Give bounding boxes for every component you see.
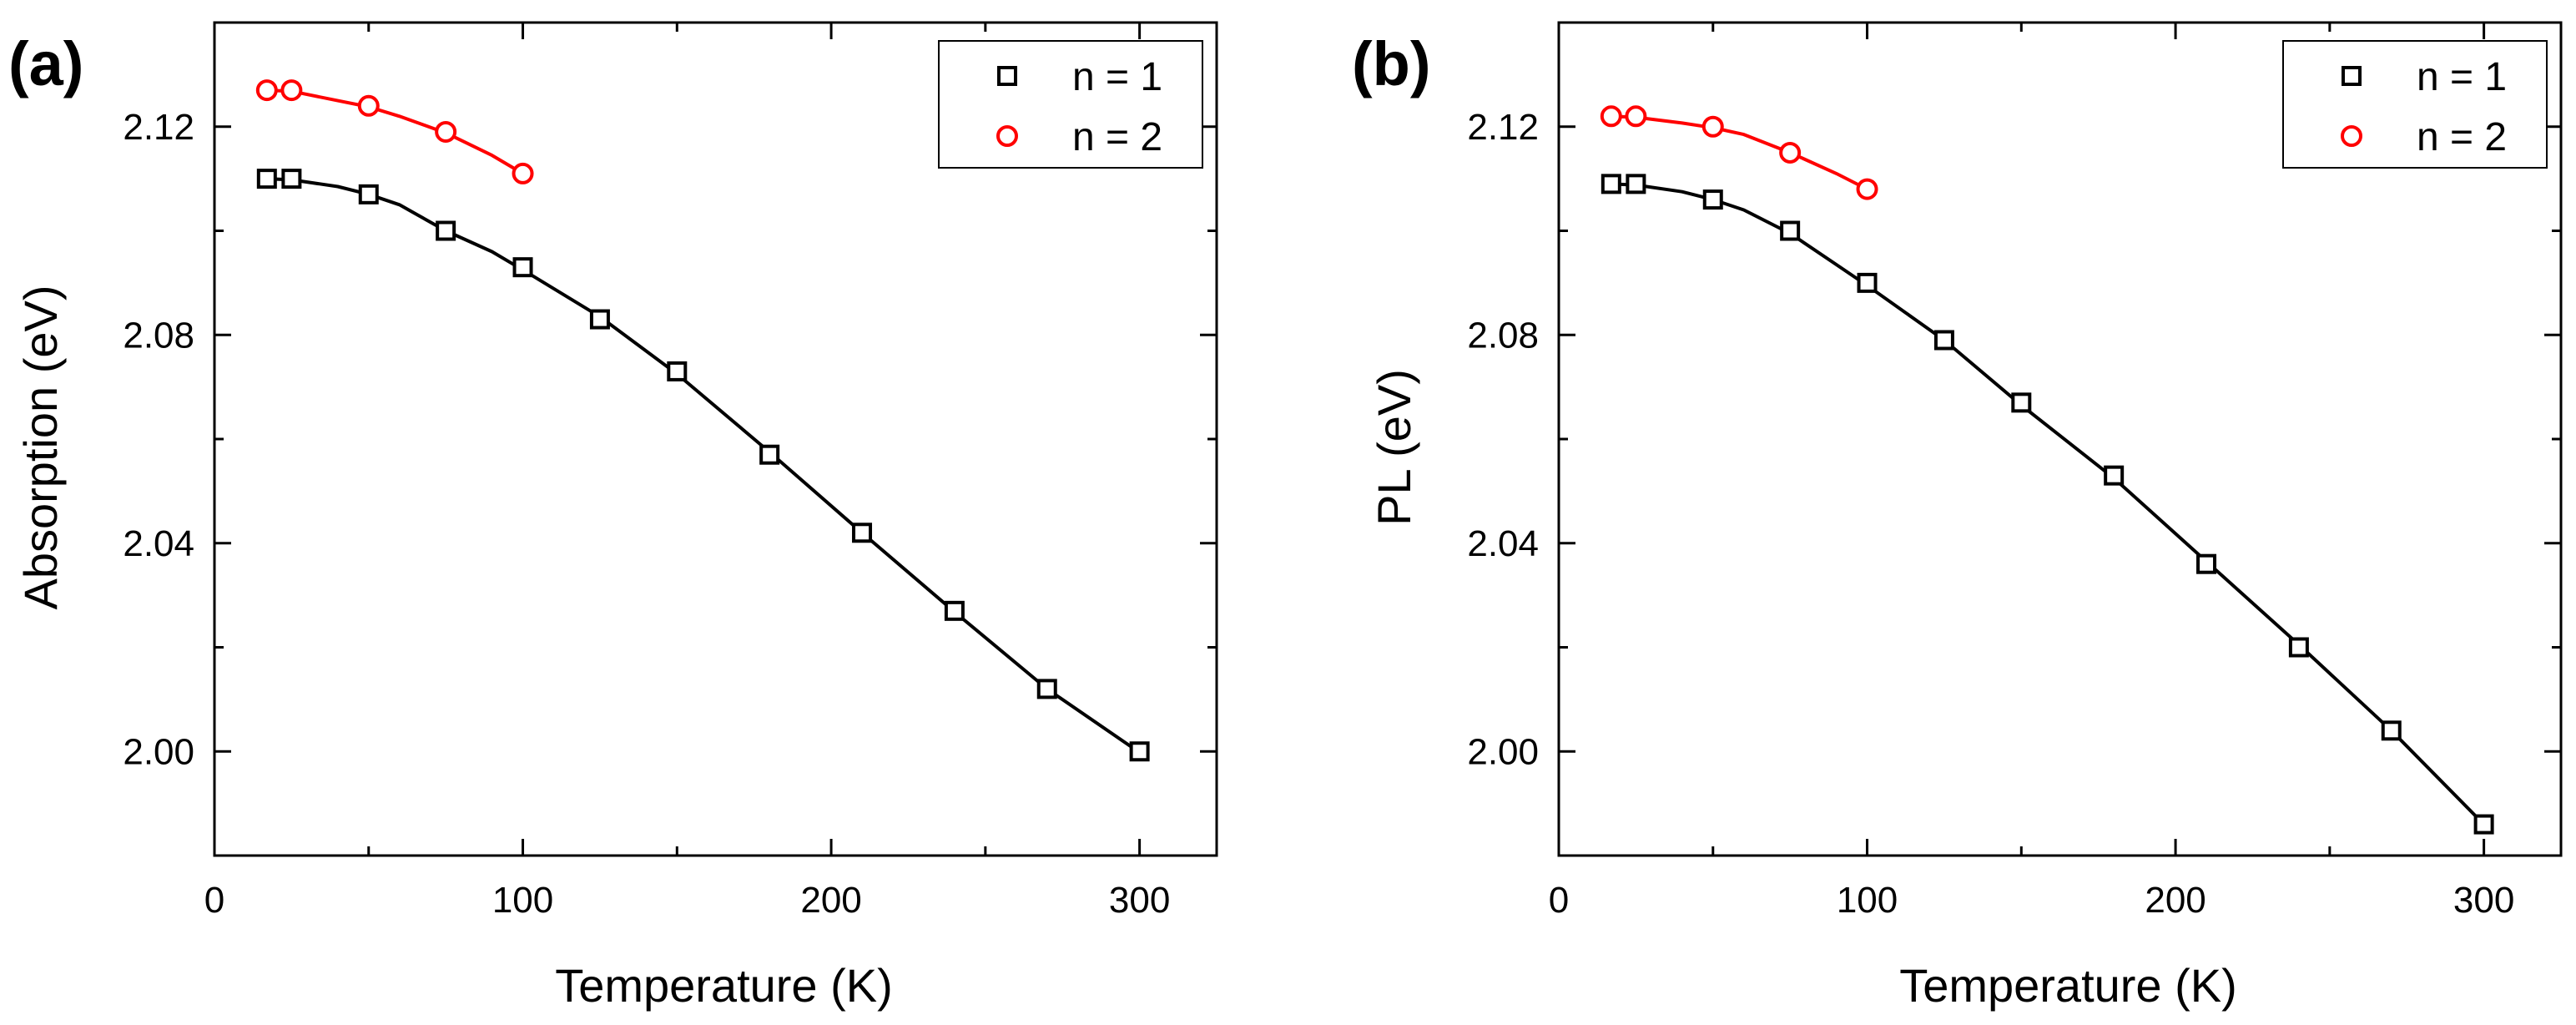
- data-point-n1: [759, 444, 780, 465]
- y-tick-label: 2.00: [123, 731, 194, 772]
- data-point-n1: [512, 257, 533, 278]
- legend-box: [2282, 40, 2548, 169]
- data-point-n1: [2473, 814, 2494, 835]
- data-point-n1: [1129, 741, 1150, 762]
- data-point-n1: [1036, 679, 1057, 699]
- data-point-n2: [1856, 178, 1878, 200]
- data-point-n1: [1933, 330, 1954, 351]
- x-axis-title: Temperature (K): [1899, 959, 2237, 1012]
- panel-label: (b): [1352, 29, 1431, 98]
- data-point-n1: [2011, 392, 2032, 413]
- data-point-n2: [357, 94, 380, 117]
- data-point-n2: [1625, 105, 1647, 128]
- legend: n = 1 n = 2: [2282, 40, 2548, 169]
- data-point-n1: [2196, 553, 2217, 574]
- legend-marker-circle: [2341, 125, 2362, 147]
- legend-label: n = 1: [1072, 55, 1162, 99]
- fit-curve-1: [266, 177, 1141, 755]
- data-point-n1: [436, 220, 456, 241]
- y-tick-label: 2.12: [1467, 107, 1539, 148]
- data-point-n2: [435, 120, 457, 143]
- y-tick-label: 2.04: [1467, 523, 1539, 564]
- legend-marker-circle: [996, 125, 1018, 147]
- data-point-n2: [512, 162, 534, 184]
- y-axis-title: PL (eV): [1368, 369, 1420, 526]
- legend: n = 1 n = 2: [938, 40, 1203, 169]
- data-point-n1: [2288, 637, 2309, 658]
- y-tick-label: 2.04: [123, 523, 194, 564]
- x-tick-label: 100: [492, 880, 553, 921]
- legend-marker-square: [2342, 66, 2362, 86]
- y-axis-title: Absorption (eV): [14, 285, 67, 609]
- x-tick-label: 200: [800, 880, 861, 921]
- data-point-n1: [1780, 220, 1801, 241]
- data-point-n2: [255, 79, 278, 102]
- x-tick-label: 300: [1109, 880, 1170, 921]
- x-tick-label: 0: [1549, 880, 1569, 921]
- x-axis-title: Temperature (K): [555, 959, 893, 1012]
- data-point-n1: [589, 309, 610, 330]
- data-point-n1: [667, 361, 688, 381]
- legend-box: [938, 40, 1203, 169]
- panel-label: (a): [8, 29, 83, 98]
- data-point-n1: [1702, 189, 1723, 210]
- data-point-n1: [2104, 465, 2125, 486]
- chart-panel-b: 0 100 200 300 2.00 2.04 2.08 2.12 Temperature (K…: [1352, 21, 2563, 1012]
- y-tick-label: 2.08: [123, 315, 194, 356]
- y-tick-label: 2.00: [1467, 731, 1539, 772]
- data-point-n2: [1779, 141, 1802, 164]
- data-point-n1: [852, 523, 873, 543]
- legend-label: n = 2: [1072, 115, 1162, 159]
- y-tick-label: 2.08: [1467, 315, 1539, 356]
- data-point-n1: [1601, 174, 1621, 194]
- x-tick-label: 100: [1837, 880, 1898, 921]
- data-point-n1: [944, 600, 965, 621]
- chart-panel-a: 0 100 200 300 2.00 2.04 2.08 2.12 Temperature (K…: [8, 21, 1218, 1012]
- fit-curve-1: [1611, 182, 2486, 826]
- data-point-n1: [1857, 272, 1878, 293]
- data-point-n1: [256, 169, 277, 189]
- data-point-n1: [2381, 720, 2402, 741]
- legend-marker-square: [997, 66, 1017, 86]
- legend-label: n = 2: [2417, 115, 2507, 159]
- data-point-n1: [1626, 174, 1646, 194]
- fit-curve-2: [1611, 114, 1868, 191]
- x-tick-label: 200: [2145, 880, 2205, 921]
- fit-curve-2: [266, 88, 524, 175]
- data-point-n2: [1701, 115, 1724, 138]
- x-tick-label: 0: [204, 880, 224, 921]
- data-point-n2: [280, 79, 303, 102]
- legend-label: n = 1: [2417, 55, 2507, 99]
- data-point-n2: [1600, 105, 1622, 128]
- x-tick-label: 300: [2453, 880, 2514, 921]
- data-point-n1: [358, 184, 379, 204]
- y-tick-label: 2.12: [123, 107, 194, 148]
- data-point-n1: [281, 169, 302, 189]
